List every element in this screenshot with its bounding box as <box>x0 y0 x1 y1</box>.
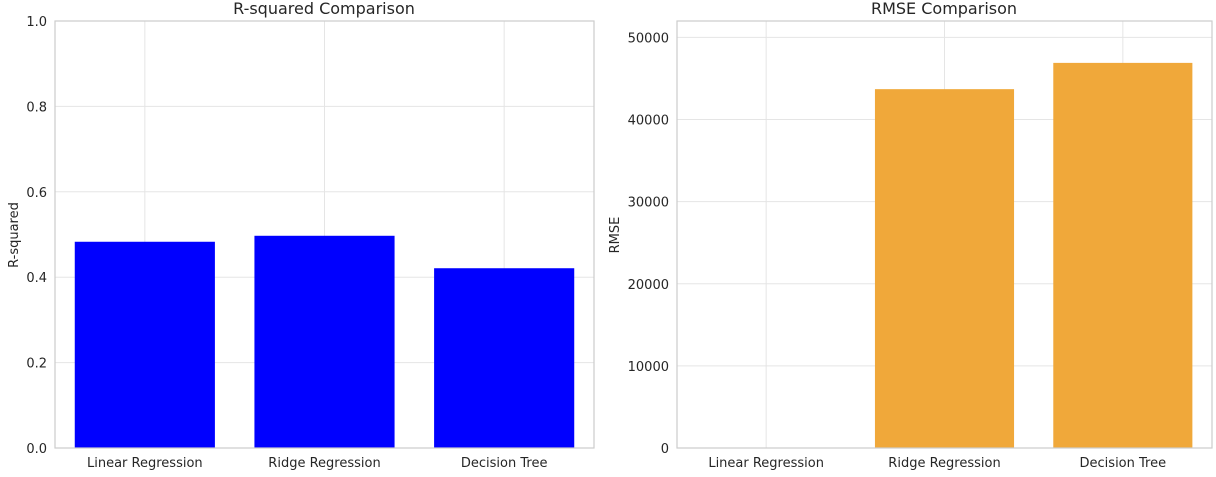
rmse-y-tick-label: 30000 <box>628 196 669 211</box>
rmse-x-tick-label: Ridge Regression <box>888 456 1000 471</box>
rmse-y-ticks: 0 10000 20000 30000 40000 50000 <box>628 31 669 457</box>
r-squared-y-axis-label: R-squared <box>7 202 22 268</box>
r-squared-y-tick-label: 0.2 <box>26 357 47 372</box>
rmse-y-tick-label: 0 <box>661 442 669 457</box>
r-squared-axes-frame <box>54 20 595 449</box>
rmse-y-tick-label: 50000 <box>628 31 669 46</box>
rmse-axes-frame <box>676 20 1213 449</box>
rmse-x-tick-label: Decision Tree <box>1080 456 1167 471</box>
rmse-y-tick-label: 10000 <box>628 360 669 375</box>
r-squared-chart-title: R-squared Comparison <box>233 0 415 18</box>
r-squared-y-tick-label: 0.0 <box>26 442 47 457</box>
r-squared-y-ticks: 0.0 0.2 0.4 0.6 0.8 1.0 <box>26 15 47 457</box>
rmse-bar-ridge-regression <box>874 89 1015 449</box>
r-squared-y-tick-label: 1.0 <box>26 15 47 30</box>
r-squared-bar-linear-regression <box>74 241 215 448</box>
r-squared-panel: 0.0 0.2 0.4 0.6 0.8 1.0 Linear Regression Ridg… <box>7 0 595 471</box>
r-squared-bar-ridge-regression <box>254 235 395 448</box>
rmse-x-ticks: Linear Regression Ridge Regression Decisio… <box>708 456 1166 471</box>
r-squared-x-tick-label: Decision Tree <box>461 456 548 471</box>
r-squared-bars <box>74 235 575 448</box>
rmse-y-tick-label: 20000 <box>628 278 669 293</box>
rmse-bar-decision-tree <box>1053 62 1193 448</box>
r-squared-y-tick-label: 0.8 <box>26 100 47 115</box>
r-squared-x-ticks: Linear Regression Ridge Regression Decisio… <box>87 456 547 471</box>
rmse-chart-title: RMSE Comparison <box>871 0 1017 18</box>
rmse-x-tick-label: Linear Regression <box>708 456 824 471</box>
r-squared-bar-decision-tree <box>434 268 575 448</box>
r-squared-y-tick-label: 0.6 <box>26 186 47 201</box>
r-squared-x-tick-label: Ridge Regression <box>268 456 380 471</box>
rmse-panel: 0 10000 20000 30000 40000 50000 Linear Regres… <box>608 0 1213 471</box>
rmse-bars <box>874 62 1193 449</box>
r-squared-y-tick-label: 0.4 <box>26 271 47 286</box>
r-squared-x-tick-label: Linear Regression <box>87 456 203 471</box>
rmse-y-tick-label: 40000 <box>628 114 669 129</box>
rmse-y-axis-label: RMSE <box>608 217 623 254</box>
